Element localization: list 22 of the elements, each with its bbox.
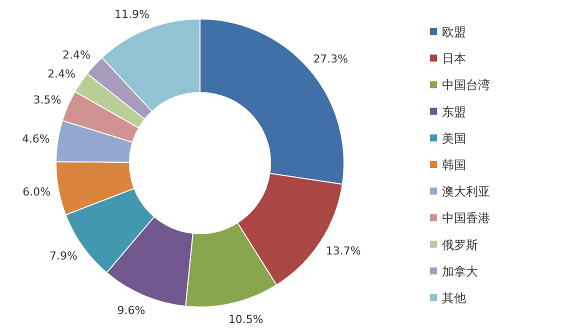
data-label: 11.9% <box>114 8 150 22</box>
legend-label: 韩国 <box>442 158 466 172</box>
data-label: 2.4% <box>48 67 76 80</box>
legend-label: 中国台湾 <box>442 78 490 92</box>
data-label: 2.4% <box>62 48 90 62</box>
legend-label: 加拿大 <box>442 264 478 278</box>
legend-label: 澳大利亚 <box>442 184 490 199</box>
legend-label: 欧盟 <box>442 25 466 39</box>
data-label: 7.9% <box>50 250 78 263</box>
legend-label: 中国香港 <box>442 211 490 226</box>
legend-label: 美国 <box>442 131 466 146</box>
data-label: 10.5% <box>228 312 264 326</box>
legend-label: 其他 <box>442 291 466 305</box>
data-label: 13.7% <box>326 244 361 258</box>
legend-label: 日本 <box>442 52 466 66</box>
data-label: 4.6% <box>22 132 50 146</box>
data-label: 6.0% <box>22 186 51 199</box>
data-label: 3.5% <box>33 93 62 106</box>
legend-label: 东盟 <box>442 104 466 119</box>
legend-label: 俄罗斯 <box>442 238 478 252</box>
data-label: 9.6% <box>117 304 146 318</box>
data-label: 27.3% <box>313 52 348 66</box>
